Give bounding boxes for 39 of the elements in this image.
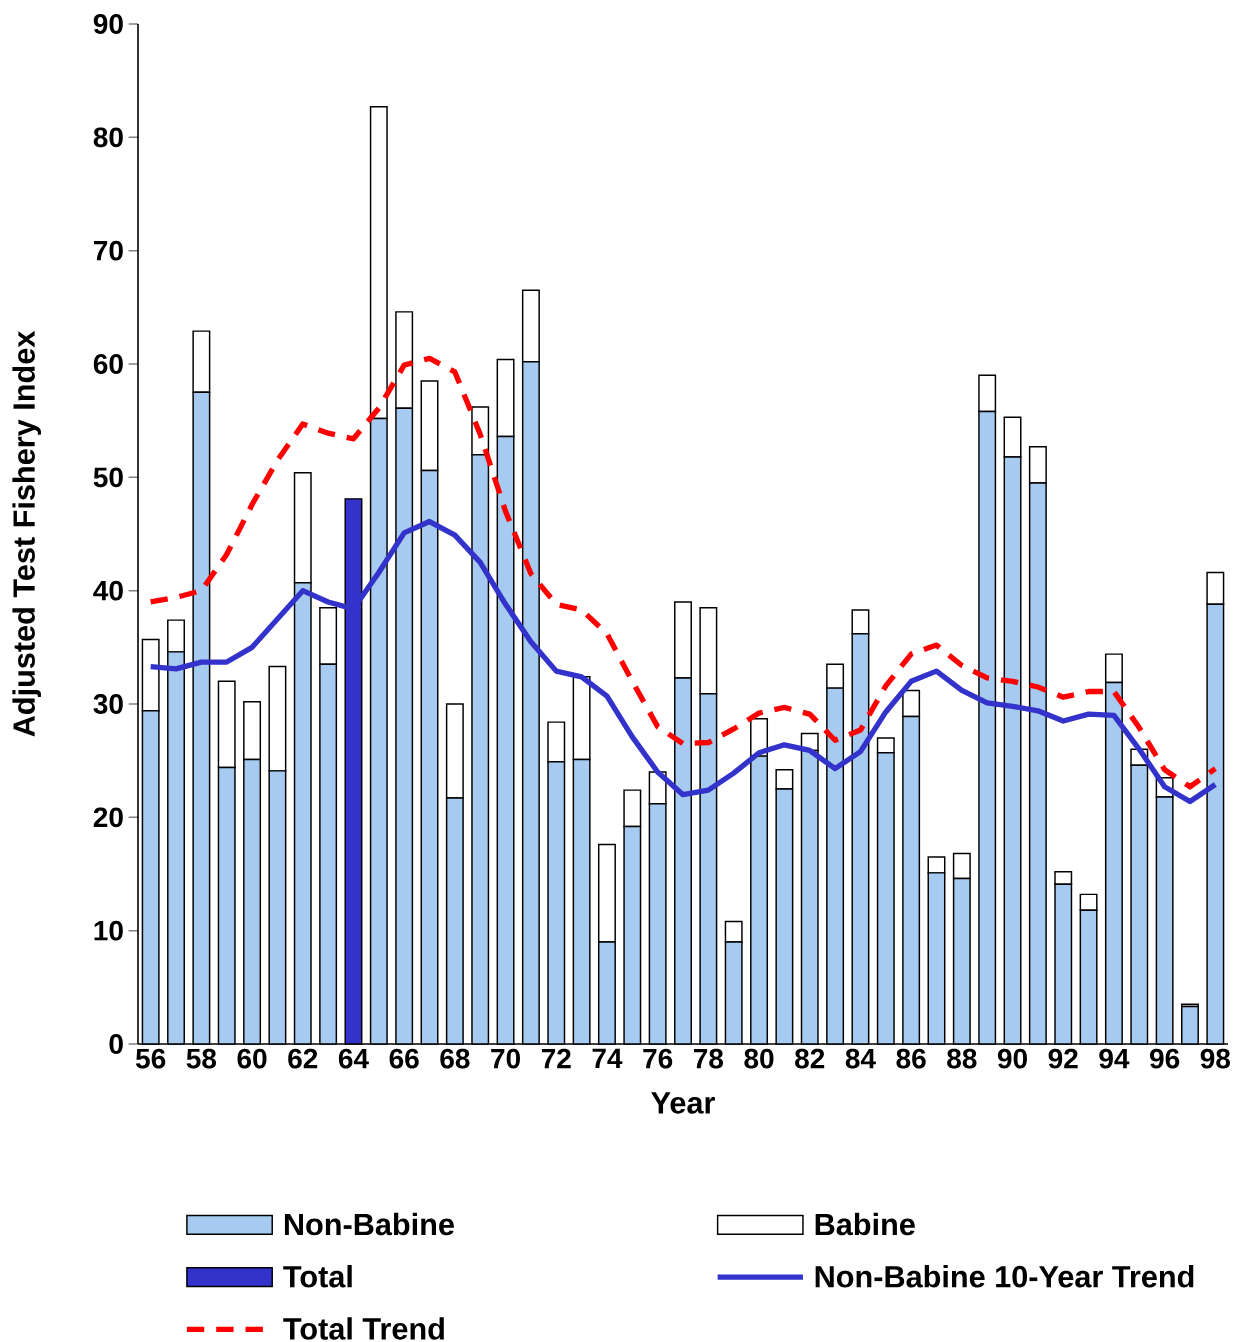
x-tick-label: 68 [440, 1048, 470, 1069]
y-tick-label: 40 [93, 580, 123, 601]
x-tick-label: 76 [643, 1048, 673, 1069]
y-tick-label: 70 [94, 240, 123, 261]
x-tick-label: 74 [592, 1048, 623, 1068]
x-tick-label: 86 [896, 1048, 926, 1069]
x-tick-label: 78 [693, 1048, 724, 1069]
legend-label: Non-Babine [284, 1212, 454, 1236]
x-tick-label: 56 [135, 1048, 166, 1069]
x-tick-label: 80 [744, 1048, 774, 1069]
y-tick-label: 0 [109, 1034, 123, 1054]
x-tick-label: 66 [389, 1048, 419, 1069]
x-tick-label: 70 [491, 1048, 520, 1069]
legend-label: Total Trend [283, 1317, 444, 1340]
x-tick-label: 98 [1200, 1048, 1231, 1069]
x-tick-label: 96 [1150, 1048, 1180, 1069]
y-tick-label: 50 [93, 467, 123, 488]
legend-label: Non-Babine 10-Year Trend [815, 1265, 1194, 1288]
y-tick-label: 80 [93, 127, 123, 148]
y-axis-title: Adjusted Test Fishery Index [12, 330, 41, 737]
x-tick-label: 94 [1099, 1048, 1130, 1069]
x-tick-label: 58 [186, 1048, 217, 1069]
x-axis-title: Year [651, 1092, 715, 1114]
legend-label: Total [283, 1265, 352, 1288]
x-tick-label: 60 [237, 1048, 267, 1069]
x-tick-label: 62 [288, 1048, 318, 1069]
x-tick-label: 72 [541, 1048, 571, 1069]
y-tick-label: 90 [93, 14, 123, 34]
y-tick-label: 20 [93, 807, 123, 828]
x-tick-label: 64 [338, 1048, 369, 1069]
x-tick-label: 82 [795, 1048, 825, 1069]
y-tick-label: 30 [93, 694, 123, 714]
x-tick-label: 92 [1048, 1048, 1078, 1069]
x-tick-label: 84 [845, 1048, 876, 1069]
legend-label: Babine [815, 1212, 915, 1236]
x-tick-label: 88 [947, 1048, 977, 1069]
x-tick-label: 90 [997, 1048, 1027, 1069]
y-tick-label: 60 [93, 354, 123, 374]
y-tick-label: 10 [94, 920, 123, 941]
